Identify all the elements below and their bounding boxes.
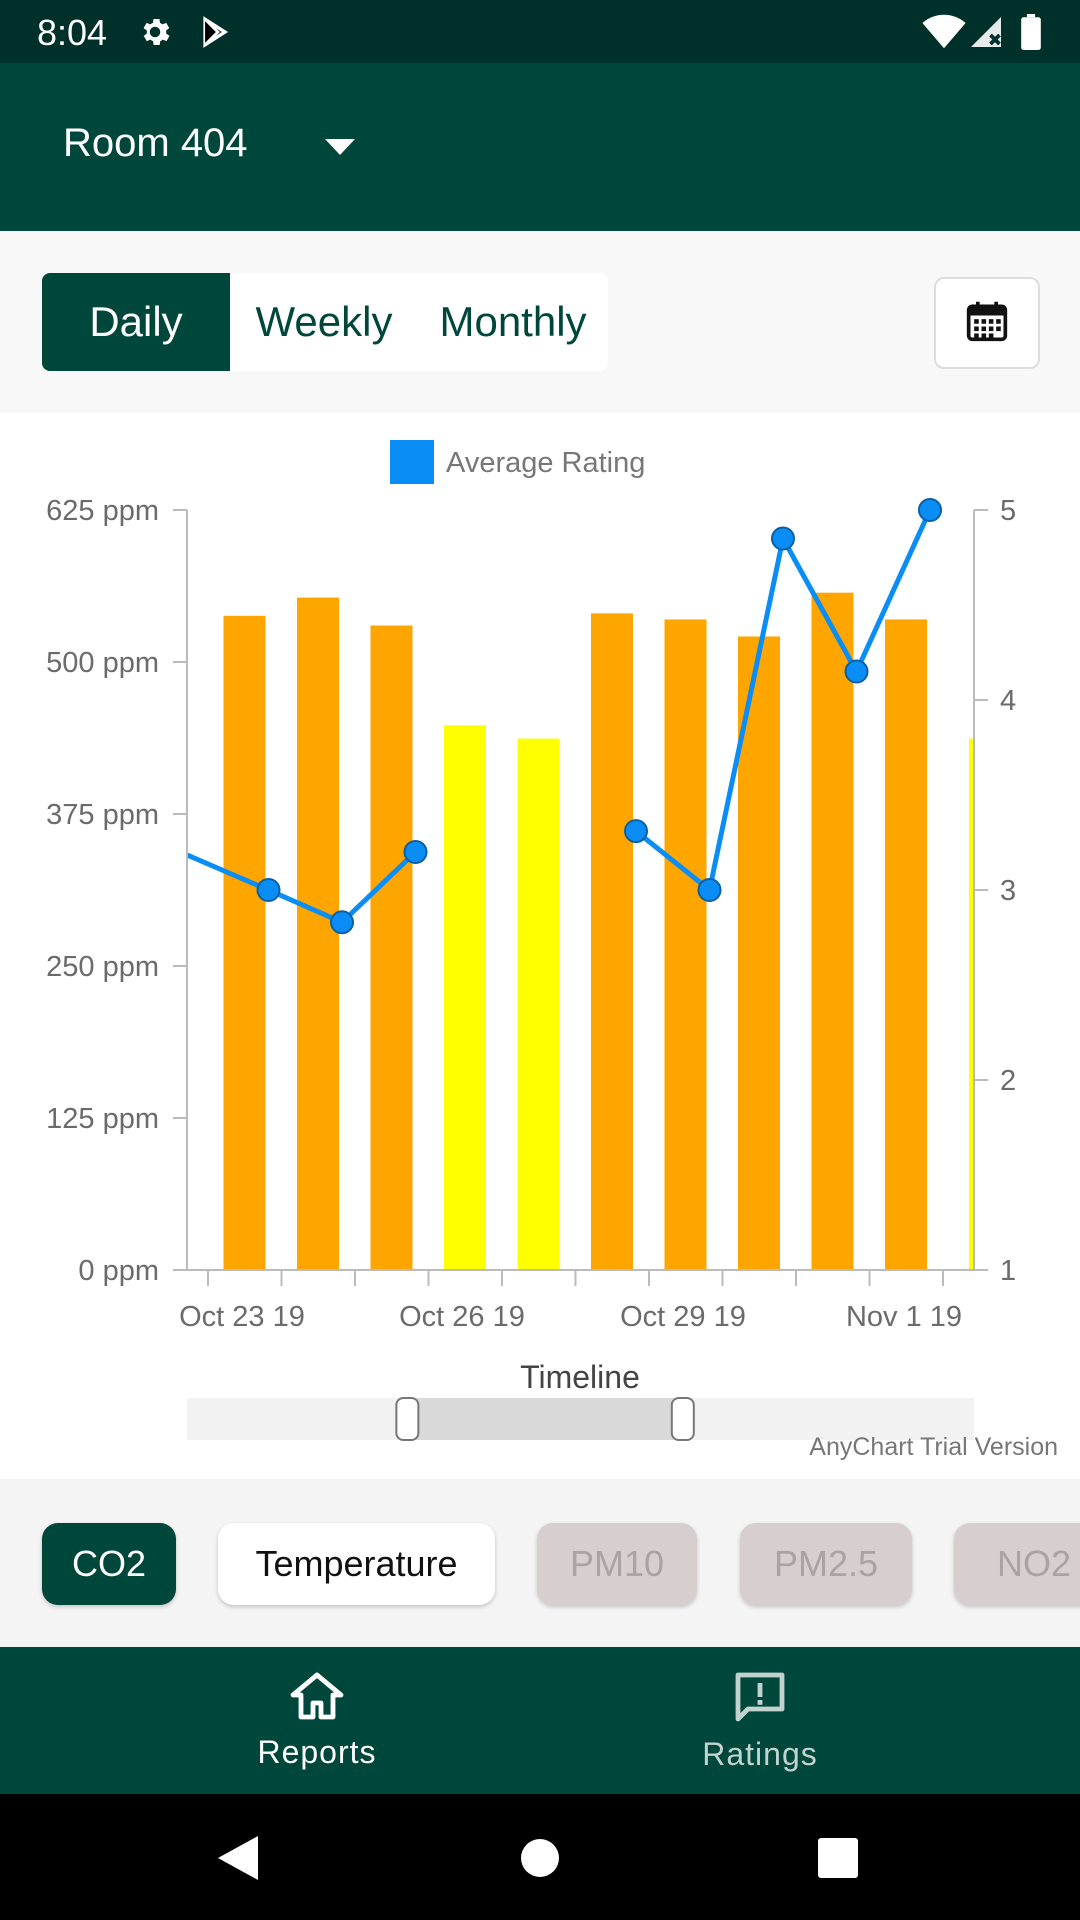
chart-canvas: Average Rating 0 ppm 125 ppm 250 ppm 375 pp… <box>46 440 1016 1441</box>
back-icon[interactable] <box>218 1836 258 1885</box>
feedback-icon <box>732 1669 788 1728</box>
battery-icon <box>1020 14 1042 55</box>
chip-pm25[interactable]: PM2.5 <box>740 1523 912 1605</box>
x-axis-title: Timeline <box>520 1359 640 1395</box>
bottom-navigation: Reports Ratings <box>0 1647 1080 1794</box>
y-right-tick-label: 1 <box>1000 1255 1016 1287</box>
rating-point <box>403 840 428 864</box>
co2-bar <box>885 619 927 1270</box>
co2-bar <box>370 625 413 1270</box>
chip-temperature[interactable]: Temperature <box>218 1523 495 1605</box>
x-tick-label: Oct 23 19 <box>179 1301 305 1333</box>
play-store-icon <box>198 14 232 55</box>
timeline-range-slider[interactable] <box>187 1397 974 1441</box>
recents-icon[interactable] <box>818 1838 858 1883</box>
calendar-button[interactable] <box>934 277 1040 369</box>
period-controls: Daily Weekly Monthly <box>0 231 1080 413</box>
tab-monthly[interactable]: Monthly <box>439 298 587 345</box>
nav-ratings[interactable]: Ratings <box>490 1647 1030 1794</box>
chip-co2[interactable]: CO2 <box>42 1523 176 1605</box>
co2-bar <box>139 612 181 1270</box>
gear-icon <box>137 14 173 55</box>
range-handle-left[interactable] <box>395 1397 420 1441</box>
chevron-down-icon[interactable] <box>325 139 355 160</box>
y-right-tick-label: 4 <box>1000 685 1016 717</box>
co2-bar <box>297 597 339 1270</box>
co2-chart: Average Rating 0 ppm 125 ppm 250 ppm 375 pp… <box>0 413 1080 1479</box>
metric-chip-bar: CO2 Temperature PM10 PM2.5 NO2 <box>0 1479 1080 1647</box>
nav-reports[interactable]: Reports <box>47 1647 587 1794</box>
nav-ratings-label: Ratings <box>702 1735 818 1772</box>
period-segmented-control: Daily Weekly Monthly <box>42 273 608 371</box>
co2-bar <box>223 615 266 1270</box>
signal-icon <box>968 14 1004 55</box>
calendar-icon <box>965 299 1009 348</box>
rating-line <box>187 850 418 926</box>
rating-point <box>844 659 869 684</box>
room-selector[interactable]: Room 404 <box>63 121 248 165</box>
y-left-tick-label: 250 ppm <box>46 951 159 983</box>
co2-bar <box>444 725 486 1270</box>
co2-bar <box>517 738 560 1270</box>
range-selection[interactable] <box>407 1398 683 1440</box>
y-right-tick-label: 5 <box>1000 495 1016 527</box>
home-circle-icon[interactable] <box>520 1838 560 1883</box>
co2-bar <box>591 613 633 1270</box>
y-left-tick-label: 500 ppm <box>46 647 159 679</box>
y-right-tick-label: 3 <box>1000 875 1016 907</box>
y-left-tick-label: 0 ppm <box>78 1255 159 1287</box>
system-navigation-bar <box>0 1794 1080 1920</box>
x-tick-label: Nov 1 19 <box>846 1301 962 1333</box>
home-icon <box>289 1671 345 1726</box>
co2-bar <box>969 738 974 1270</box>
rating-point <box>918 498 942 522</box>
rating-point <box>624 819 648 844</box>
y-left-tick-label: 125 ppm <box>46 1103 159 1135</box>
status-bar: 8:04 <box>0 0 1080 63</box>
tab-daily[interactable]: Daily <box>42 273 230 371</box>
rating-point <box>771 526 795 551</box>
y-left-tick-label: 625 ppm <box>46 495 159 527</box>
co2-bar <box>664 619 707 1270</box>
legend-label: Average Rating <box>446 447 645 479</box>
trial-watermark: AnyChart Trial Version <box>809 1433 1058 1461</box>
y-left-tick-label: 375 ppm <box>46 799 159 831</box>
legend-marker <box>390 440 434 484</box>
wifi-icon <box>922 14 966 55</box>
co2-bar <box>738 636 780 1270</box>
rating-point <box>330 910 354 935</box>
app-bar: Room 404 <box>0 63 1080 231</box>
co2-bar <box>811 592 854 1270</box>
tab-weekly[interactable]: Weekly <box>255 298 393 345</box>
rating-point <box>697 878 722 902</box>
chip-pm10[interactable]: PM10 <box>537 1523 697 1605</box>
x-tick-label: Oct 29 19 <box>620 1301 746 1333</box>
rating-point <box>256 878 281 902</box>
nav-reports-label: Reports <box>257 1733 377 1770</box>
range-handle-right[interactable] <box>670 1397 695 1441</box>
x-tick-label: Oct 26 19 <box>399 1301 525 1333</box>
y-right-tick-label: 2 <box>1000 1065 1016 1097</box>
status-time: 8:04 <box>37 12 108 53</box>
chip-no2[interactable]: NO2 <box>954 1523 1080 1605</box>
